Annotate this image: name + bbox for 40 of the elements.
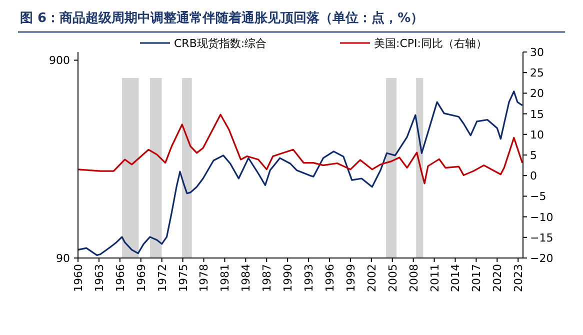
x-tick-label: 1996 xyxy=(323,264,336,292)
x-tick-label: 1999 xyxy=(344,264,358,292)
x-tick-label: 1981 xyxy=(218,264,232,292)
y2-tick-label: −5 xyxy=(530,190,546,204)
x-tick-label: 2017 xyxy=(470,264,484,292)
x-tick-label: 1963 xyxy=(92,264,106,292)
x-tick-label: 1972 xyxy=(156,264,169,292)
x-tick-label: 1975 xyxy=(176,264,190,292)
x-tick-label: 2002 xyxy=(365,264,378,292)
x-tick-label: 2011 xyxy=(428,264,442,292)
legend-label: CRB现货指数:综合 xyxy=(174,37,267,50)
y2-tick-label: 10 xyxy=(530,128,544,142)
line-series xyxy=(77,90,524,256)
x-tick-label: 1969 xyxy=(134,264,148,292)
y2-tick-label: 15 xyxy=(530,108,544,121)
chart-title: 图 6：商品超级周期中调整通常伴随着通胀见顶回落（单位：点，%） xyxy=(20,10,424,26)
y2-tick-label: 30 xyxy=(530,46,544,59)
x-tick-label: 2020 xyxy=(491,264,504,292)
x-tick-label: 2005 xyxy=(386,264,400,292)
x-tick-label: 1984 xyxy=(240,264,253,292)
y2-tick-label: 0 xyxy=(530,170,537,183)
line-series xyxy=(77,114,524,184)
y2-tick-label: 25 xyxy=(530,66,544,80)
x-tick-label: 1960 xyxy=(72,264,85,292)
y2-tick-label: −20 xyxy=(530,252,554,265)
y2-tick-label: 20 xyxy=(530,87,544,100)
y2-tick-label: 5 xyxy=(530,149,537,162)
x-tick-label: 2008 xyxy=(407,264,420,292)
x-tick-label: 1987 xyxy=(260,264,274,292)
x-tick-label: 1978 xyxy=(198,264,211,292)
x-tick-label: 2014 xyxy=(449,264,462,292)
y-tick-label: 90 xyxy=(56,252,70,265)
x-tick-label: 1966 xyxy=(114,264,127,292)
y2-tick-label: −15 xyxy=(530,231,554,244)
y2-tick-label: −10 xyxy=(530,210,554,224)
y-tick-label: 900 xyxy=(49,54,70,68)
legend-label: 美国:CPI:同比（右轴） xyxy=(374,37,487,50)
x-tick-label: 1990 xyxy=(282,264,295,292)
x-tick-label: 1993 xyxy=(302,264,316,292)
x-tick-label: 2023 xyxy=(512,264,526,292)
